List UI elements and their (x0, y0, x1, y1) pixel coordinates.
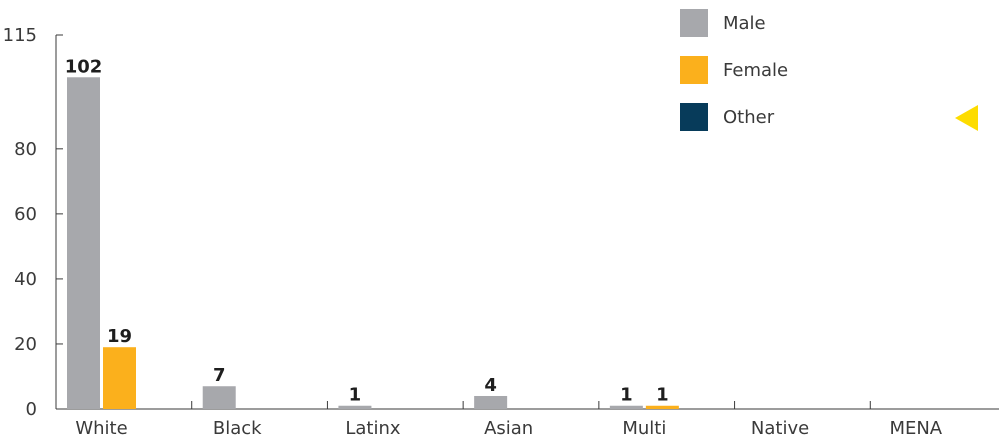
triangle-left-icon (955, 105, 978, 131)
y-tick-label: 60 (14, 204, 37, 225)
y-tick-label: 40 (14, 269, 37, 290)
y-tick-label: 0 (26, 399, 37, 420)
x-tick-label: Latinx (345, 418, 401, 439)
x-tick-label: Native (751, 418, 809, 439)
x-tick-label: White (75, 418, 127, 439)
bar-female (645, 405, 679, 409)
data-label: 4 (484, 375, 497, 396)
indicator-marker (955, 105, 978, 131)
y-tick-label: 115 (3, 25, 37, 46)
bar-male (67, 77, 100, 409)
x-tick-label: Asian (484, 418, 533, 439)
data-label: 19 (107, 326, 132, 347)
bar-female (103, 347, 136, 409)
x-tick-label: Black (213, 418, 262, 439)
data-label: 1 (656, 385, 669, 406)
bar-male (609, 405, 643, 409)
legend-label: Female (723, 60, 788, 81)
x-tick-label: MENA (889, 418, 942, 439)
data-labels: 102 7 1 4 1 19 1 (65, 56, 669, 405)
y-tick-label: 20 (14, 334, 37, 355)
data-label: 7 (213, 365, 226, 386)
data-label: 1 (349, 385, 362, 406)
legend-swatch (680, 103, 708, 131)
bar-male (202, 386, 236, 409)
bar-male (474, 395, 508, 409)
data-label: 1 (620, 385, 633, 406)
legend-swatch (680, 9, 708, 37)
y-axis: 0 20 40 60 80 115 (3, 25, 63, 420)
y-tick-label: 80 (14, 139, 37, 160)
legend-label: Male (723, 13, 766, 34)
x-tick-label: Multi (622, 418, 666, 439)
data-label: 102 (65, 56, 103, 77)
x-axis: White Black Latinx Asian Multi Native MENA (56, 401, 999, 439)
bars (67, 77, 679, 409)
legend-swatch (680, 56, 708, 84)
legend: Male Female Other (680, 9, 788, 131)
legend-label: Other (723, 107, 775, 128)
bar-male (338, 405, 372, 409)
